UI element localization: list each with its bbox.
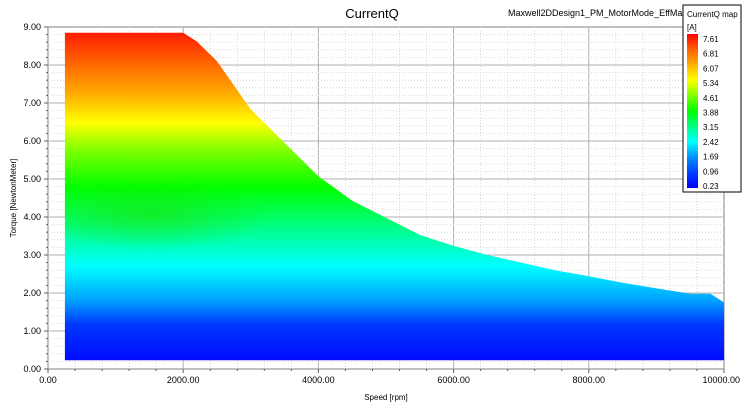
design-label: Maxwell2DDesign1_PM_MotorMode_EffMap [508, 8, 687, 18]
x-axis-title: Speed [rpm] [364, 393, 408, 402]
chart-title: CurrentQ [345, 6, 398, 21]
legend-level: 3.15 [703, 123, 719, 132]
legend-level: 5.34 [703, 79, 719, 88]
x-tick-label: 6000.00 [437, 375, 470, 385]
y-tick-label: 5.00 [23, 174, 41, 184]
legend-swatches [687, 35, 698, 183]
legend-color-bar [687, 34, 698, 188]
legend[interactable]: CurrentQ map [A] 7.61 6.81 6.07 5.34 4.61 3.8… [682, 4, 742, 193]
legend-level: 0.96 [703, 167, 719, 176]
y-tick-label: 9.00 [23, 22, 41, 32]
y-axis-title: Torque [NewtonMeter] [9, 159, 18, 238]
y-tick-label: 6.00 [23, 136, 41, 146]
x-tick-label: 2000.00 [167, 375, 200, 385]
x-tick-label: 4000.00 [302, 375, 335, 385]
x-tick-label: 0.00 [39, 375, 57, 385]
legend-unit: [A] [687, 23, 697, 32]
legend-level: 6.07 [703, 64, 719, 73]
legend-level: 7.61 [703, 35, 719, 44]
y-tick-label: 8.00 [23, 60, 41, 70]
legend-level: 6.81 [703, 50, 719, 59]
x-tick-label: 8000.00 [573, 375, 606, 385]
x-tick-label: 10000.00 [702, 375, 740, 385]
legend-level: 3.88 [703, 109, 719, 118]
legend-title: CurrentQ map [687, 10, 738, 19]
y-tick-label: 4.00 [23, 212, 41, 222]
legend-level: 0.23 [703, 182, 719, 191]
x-tick-labels: 0.00 2000.00 4000.00 6000.00 8000.00 10000.00 [39, 375, 740, 385]
y-tick-label: 0.00 [23, 364, 41, 374]
legend-level: 4.61 [703, 94, 719, 103]
axis-ticks [44, 26, 725, 373]
y-tick-label: 3.00 [23, 250, 41, 260]
field-shading [64, 180, 270, 250]
y-tick-label: 1.00 [23, 326, 41, 336]
y-tick-label: 7.00 [23, 98, 41, 108]
legend-levels: 7.61 6.81 6.07 5.34 4.61 3.88 3.15 2.42 1.69 0.96… [703, 35, 719, 191]
legend-level: 2.42 [703, 138, 719, 147]
y-tick-label: 2.00 [23, 288, 41, 298]
legend-level: 1.69 [703, 153, 719, 162]
y-tick-labels: 0.00 1.00 2.00 3.00 4.00 5.00 6.00 7.00 8.00 9.00 [23, 22, 41, 374]
